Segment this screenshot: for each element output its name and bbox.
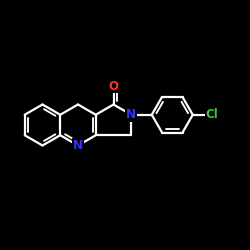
Text: Cl: Cl	[206, 108, 218, 121]
Text: N: N	[73, 139, 83, 152]
Text: O: O	[108, 80, 118, 92]
Text: N: N	[126, 108, 136, 121]
